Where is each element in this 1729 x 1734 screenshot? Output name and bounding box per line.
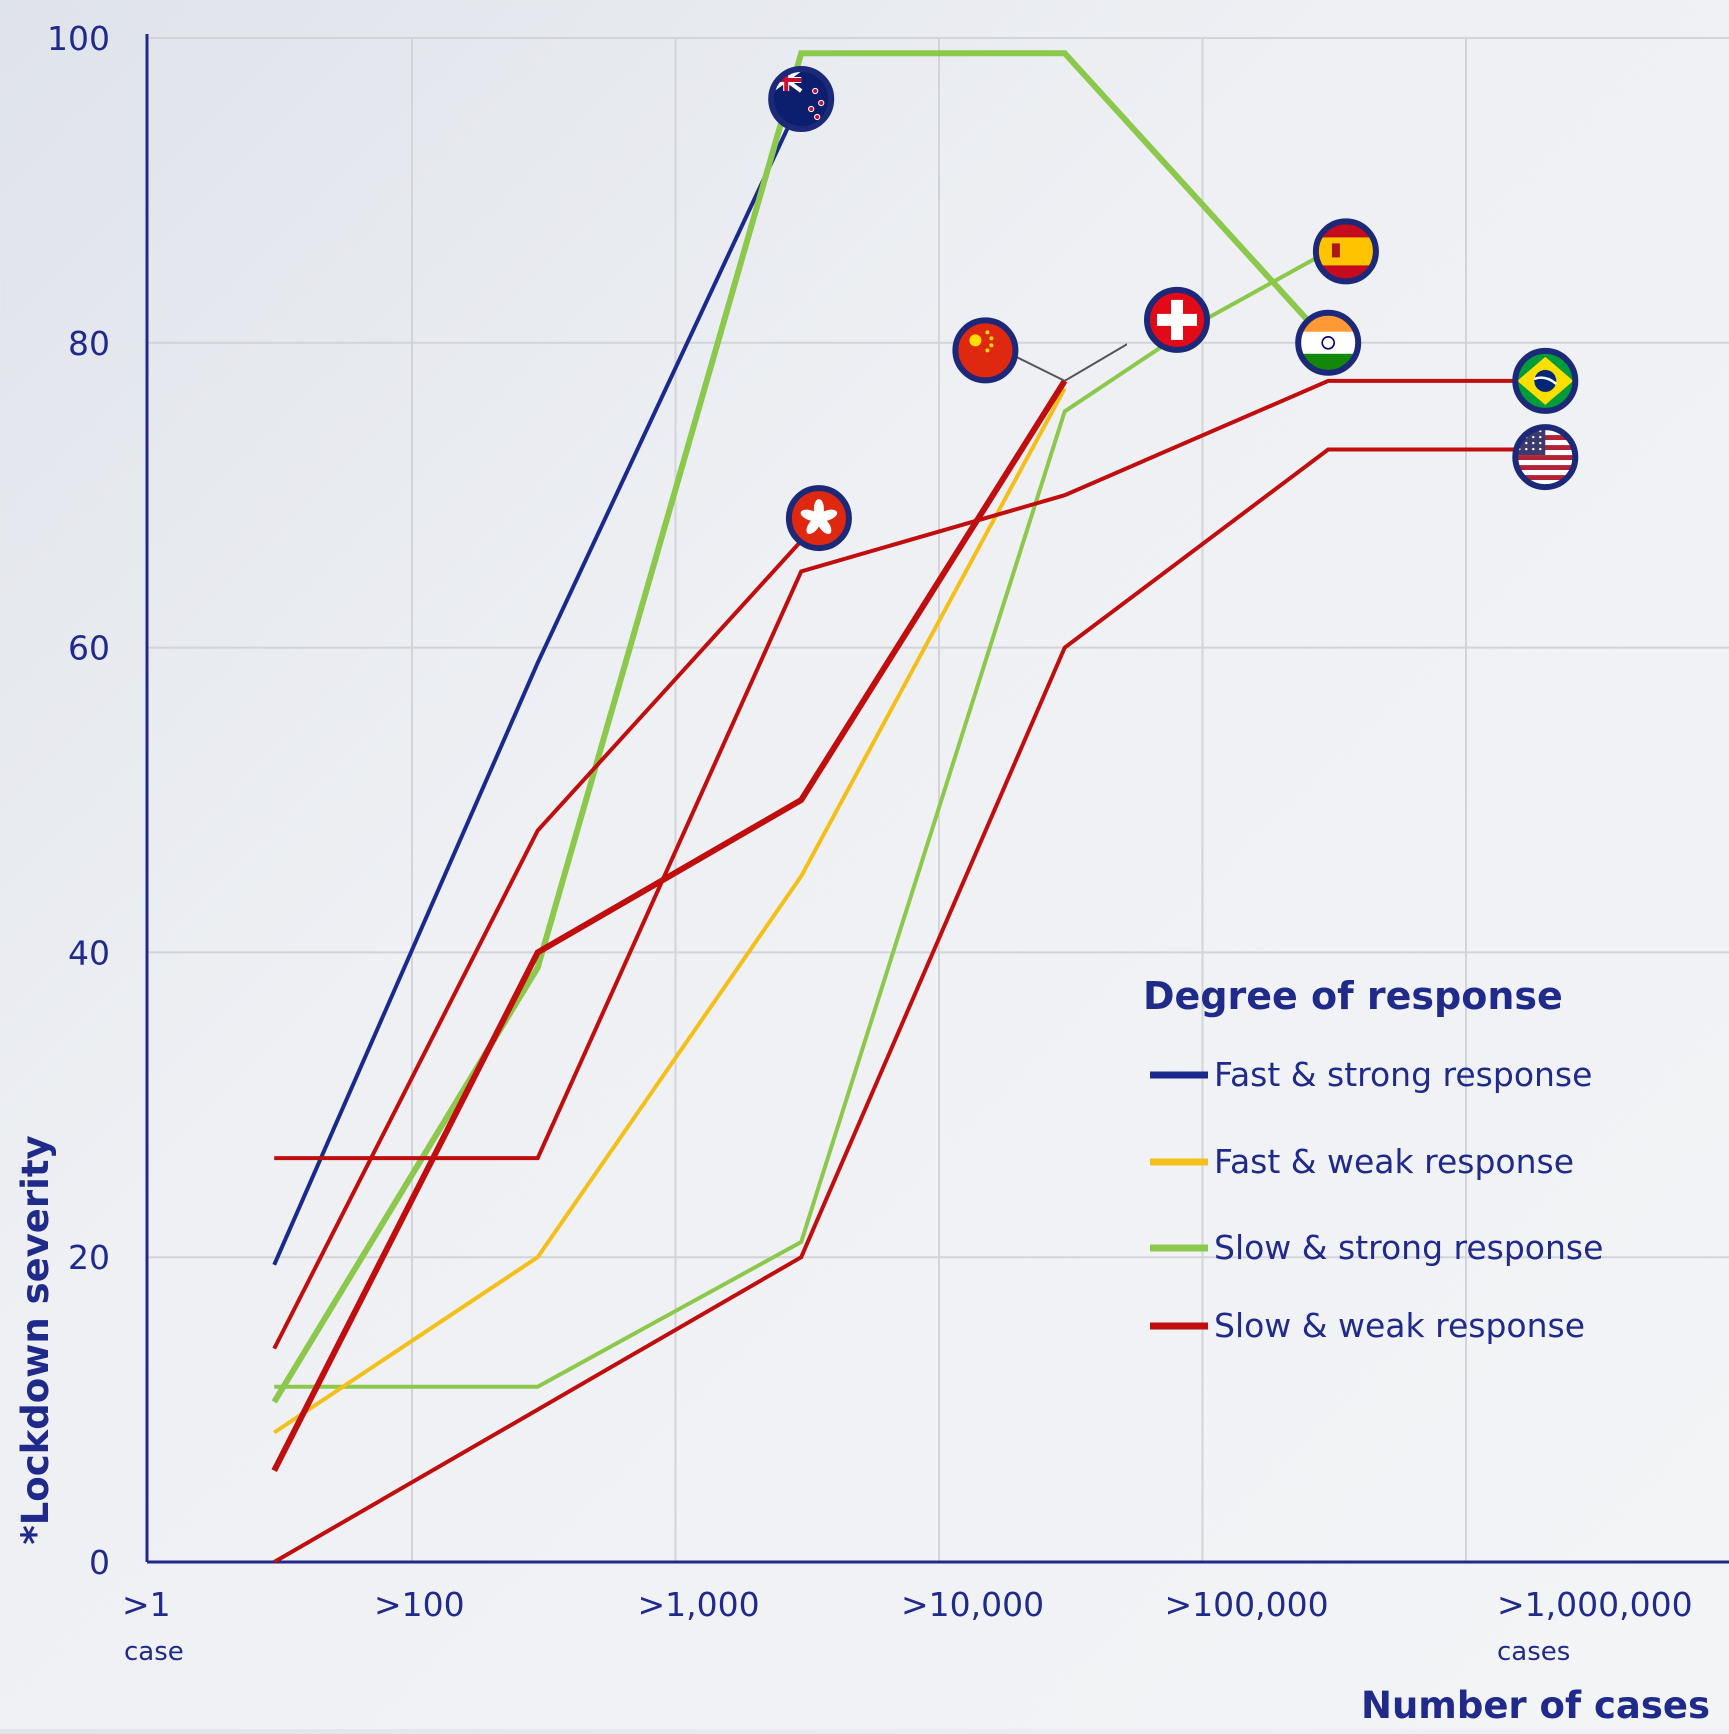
switzerland-leader-line bbox=[1064, 343, 1128, 382]
legend-label: Slow & strong response bbox=[1214, 1228, 1603, 1267]
series-line-2 bbox=[274, 249, 1330, 1389]
flag-markers bbox=[768, 66, 1579, 552]
series-line-0 bbox=[272, 98, 804, 1266]
flag-ring bbox=[1295, 309, 1362, 376]
usa-flag-icon bbox=[1512, 424, 1579, 491]
y-tick-label: 100 bbox=[47, 19, 110, 58]
x-tick-label: >10,000 bbox=[901, 1585, 1044, 1624]
series bbox=[271, 50, 1546, 1564]
flag-ring bbox=[1512, 347, 1579, 414]
india-flag-icon bbox=[1295, 309, 1362, 376]
legend-label: Slow & weak response bbox=[1214, 1306, 1585, 1345]
legend-label: Fast & weak response bbox=[1214, 1142, 1574, 1181]
axes: 0 20 40 60 80 100 >1 case >100 >1,000 >10,000 >100,… bbox=[47, 19, 1729, 1667]
flag-ring bbox=[1312, 218, 1379, 285]
y-tick-label: 20 bbox=[68, 1238, 110, 1277]
switzerland-flag-icon bbox=[1144, 286, 1210, 353]
legend-label: Fast & strong response bbox=[1214, 1055, 1592, 1094]
series-line-1 bbox=[271, 50, 1331, 1404]
series-line-5 bbox=[272, 539, 803, 1350]
x-tick-label: >1,000,000 bbox=[1497, 1585, 1693, 1624]
x-tick-label: >1,000 bbox=[638, 1585, 760, 1624]
y-tick-label: 80 bbox=[68, 324, 110, 363]
y-tick-label: 40 bbox=[68, 933, 110, 972]
x-tick-label: >1 bbox=[122, 1585, 171, 1624]
x-tick-sublabel: case bbox=[124, 1637, 184, 1667]
x-tick-label: >100,000 bbox=[1165, 1585, 1329, 1624]
brazil-flag-icon bbox=[1512, 347, 1579, 414]
series-line-4 bbox=[274, 378, 1546, 1161]
flag-ring bbox=[768, 66, 835, 132]
flag-ring bbox=[952, 317, 1019, 384]
y-tick-label: 60 bbox=[68, 629, 110, 668]
legend: Degree of response Fast & strong respons… bbox=[1143, 974, 1603, 1345]
x-tick-sublabel: cases bbox=[1497, 1637, 1570, 1667]
flag-ring bbox=[1144, 286, 1210, 353]
series-line-3 bbox=[273, 387, 1067, 1435]
new-zealand-flag-icon bbox=[768, 66, 835, 132]
x-tick-label: >100 bbox=[374, 1585, 465, 1624]
legend-title: Degree of response bbox=[1143, 974, 1563, 1018]
y-axis-title: *Lockdown severity bbox=[14, 1135, 57, 1544]
y-tick-label: 0 bbox=[89, 1543, 110, 1582]
x-axis-title: Number of cases bbox=[1361, 1684, 1710, 1727]
flag-ring bbox=[785, 485, 852, 552]
series-line-7 bbox=[271, 379, 1068, 1472]
china-leader-line bbox=[1014, 355, 1066, 382]
china-flag-icon bbox=[952, 317, 1019, 384]
hong-kong-flag-icon bbox=[785, 485, 852, 552]
series-line-6 bbox=[273, 447, 1546, 1564]
flag-ring bbox=[1512, 424, 1579, 491]
spain-flag-icon bbox=[1312, 218, 1379, 285]
